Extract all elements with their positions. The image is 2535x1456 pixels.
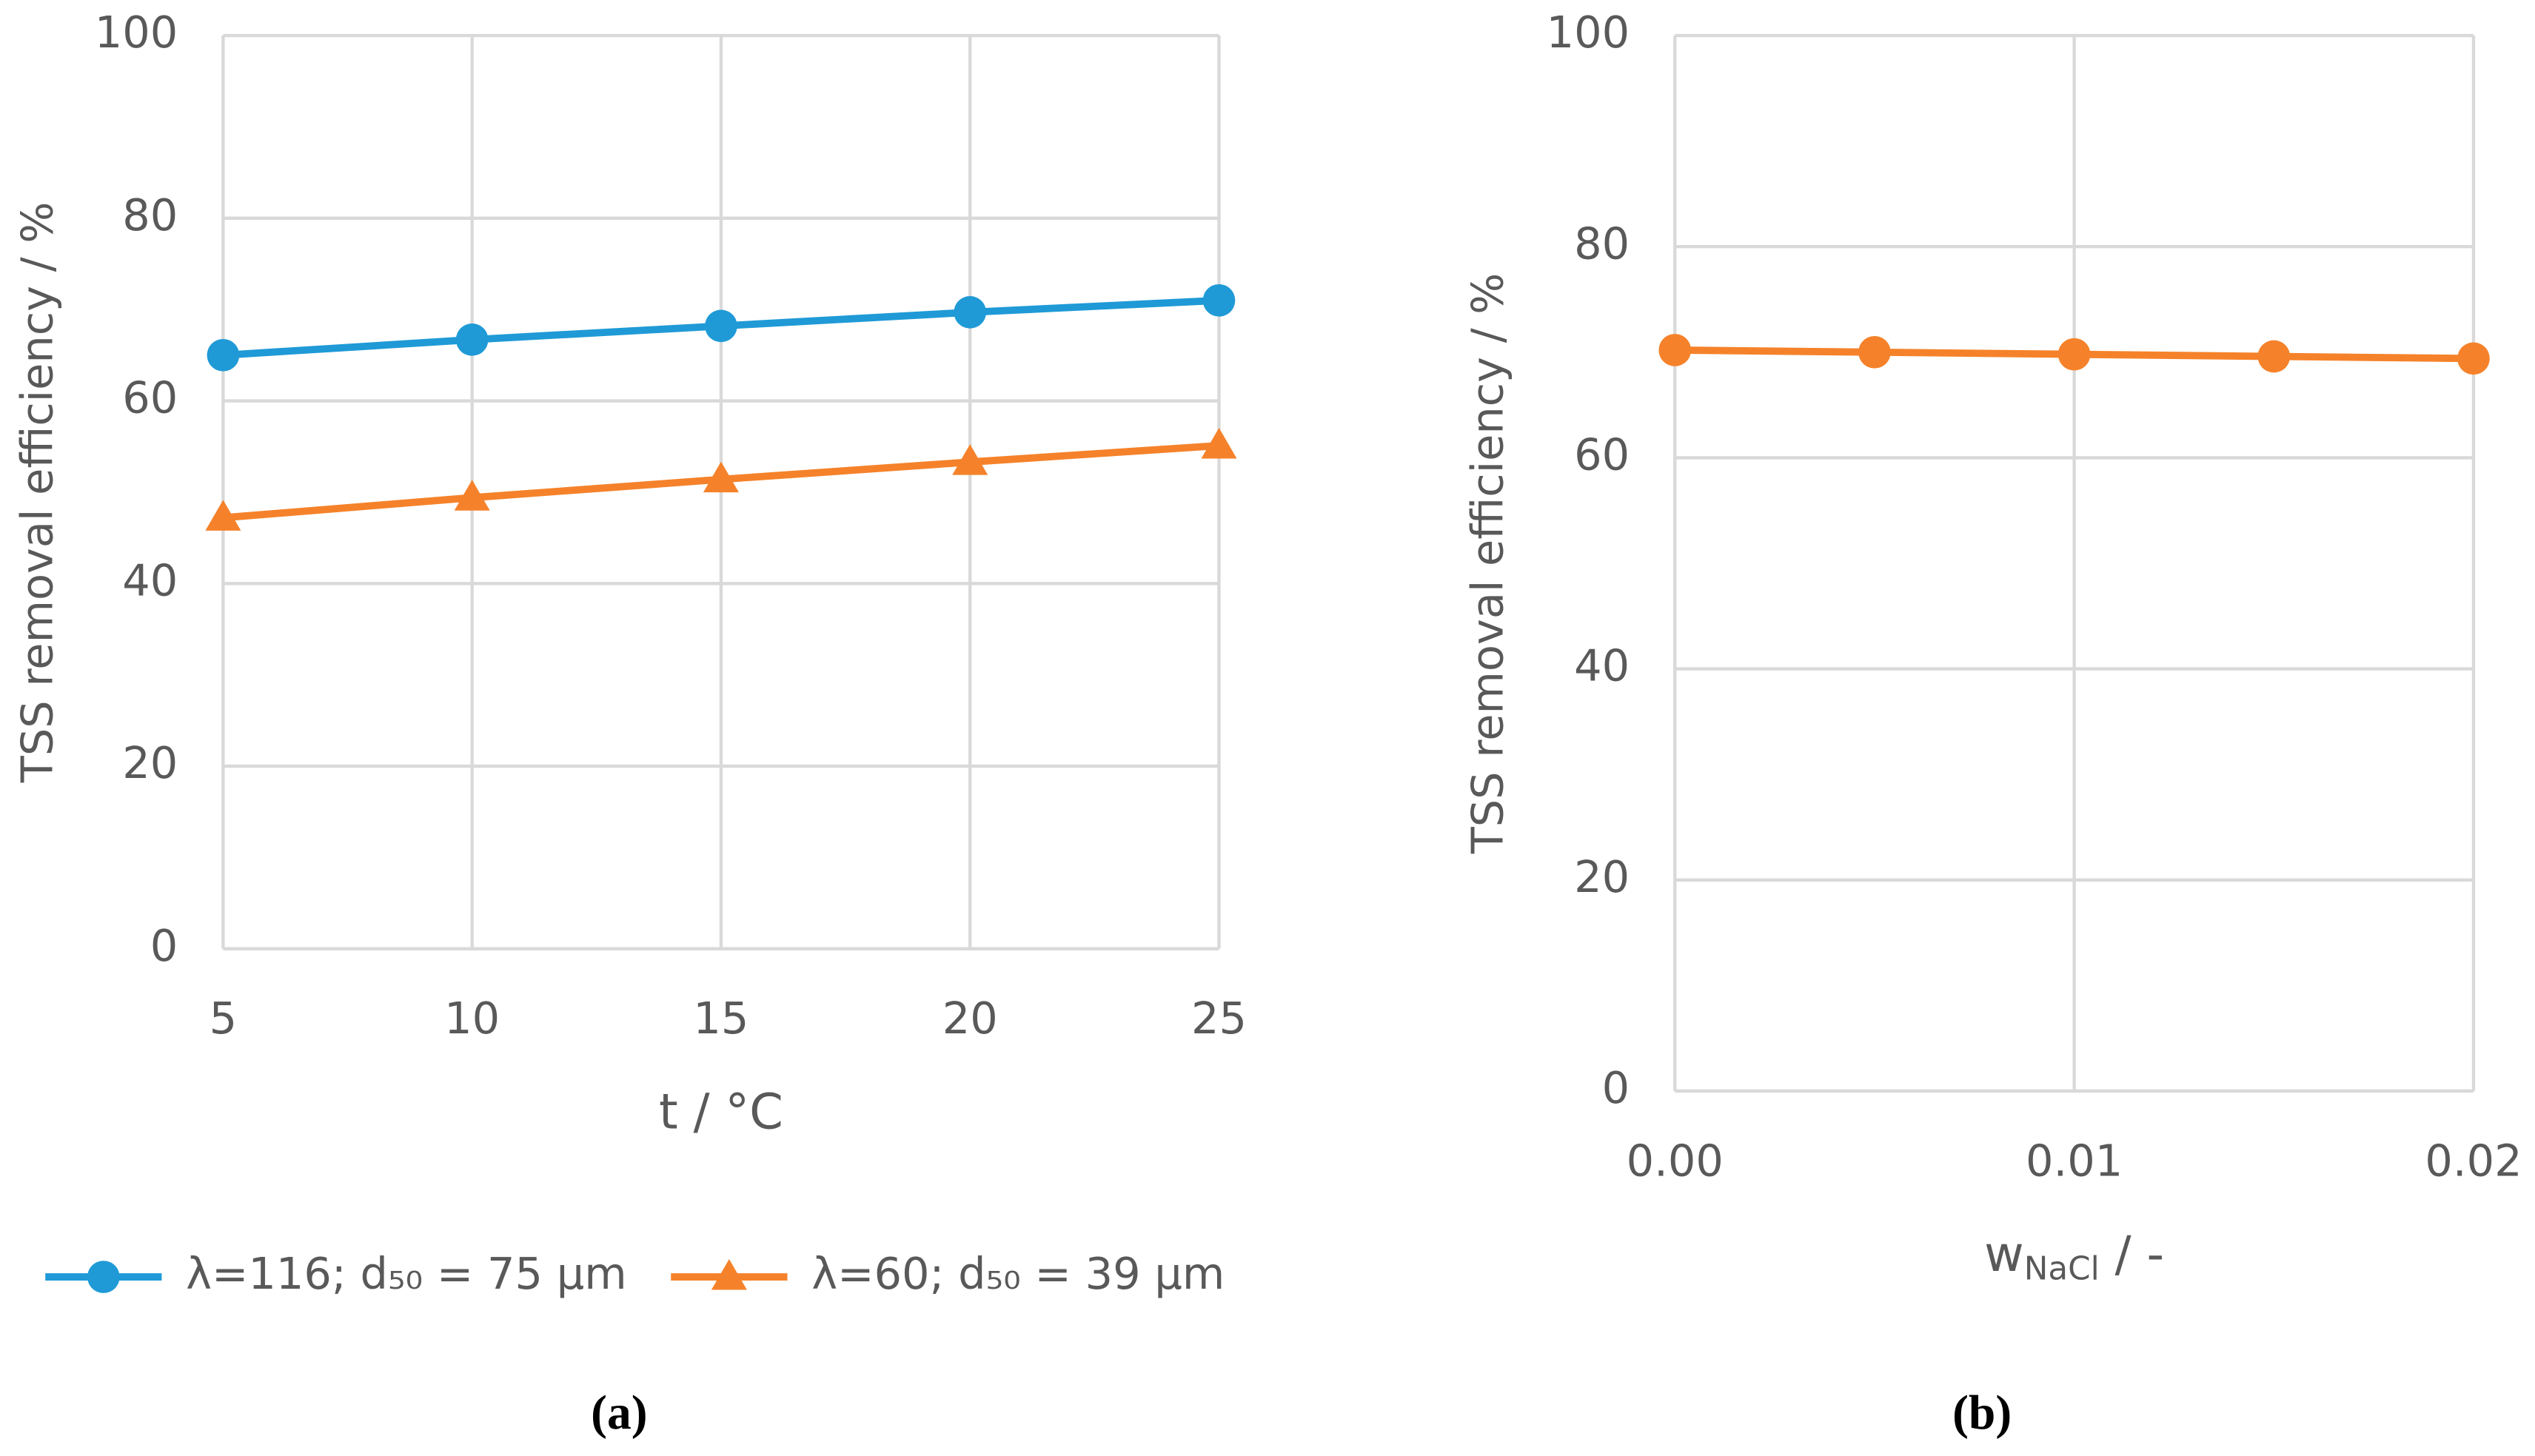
legend-label: λ=60; d₅₀ = 39 µm [811,1248,1225,1299]
x-tick-label: 10 [444,993,500,1044]
marker [207,339,240,372]
x-axis-label-part: w [1984,1227,2024,1283]
x-tick-label: 5 [210,993,238,1044]
x-tick-label: 15 [693,993,749,1044]
y-tick-label: 60 [1574,429,1630,480]
y-tick-label: 80 [122,189,178,241]
marker [954,296,987,329]
marker [1658,334,1692,366]
x-axis-label-part: NaCl [2024,1249,2100,1287]
y-tick-label: 0 [150,920,178,971]
marker [952,444,988,475]
y-axis-label: TSS removal efficiency / % [12,202,63,784]
marker [1202,284,1236,317]
legend-label: λ=116; d₅₀ = 75 µm [186,1248,627,1299]
x-tick-label: 0.02 [2425,1135,2522,1186]
x-tick-label: 25 [1191,993,1247,1044]
x-axis-label-part: t / °C [659,1084,783,1141]
x-tick-label: 0.01 [2026,1135,2123,1186]
x-axis-label-part: / - [2100,1227,2164,1283]
marker [711,1259,747,1290]
x-tick-label: 0.00 [1627,1135,1724,1186]
marker [2457,342,2490,375]
y-tick-label: 20 [1574,851,1630,902]
marker [2057,338,2091,371]
x-axis-label: t / °C [659,1084,783,1141]
marker [1201,427,1237,459]
marker [87,1261,120,1293]
marker [2257,340,2291,373]
y-tick-label: 80 [1574,218,1630,269]
x-tick-label: 20 [942,993,998,1044]
y-tick-label: 100 [95,7,178,58]
caption: (b) [1952,1386,2012,1440]
marker [1858,335,1891,369]
y-tick-label: 20 [122,737,178,788]
y-tick-label: 100 [1547,7,1630,58]
marker [703,461,739,493]
marker [455,323,489,356]
marker [705,309,737,343]
caption: (a) [591,1386,647,1440]
y-tick-label: 40 [122,554,178,605]
y-tick-label: 60 [122,372,178,423]
x-axis-label: wNaCl / - [1984,1227,2164,1287]
marker [454,480,490,511]
y-tick-label: 40 [1574,640,1630,691]
y-tick-label: 0 [1602,1062,1630,1113]
y-axis-label: TSS removal efficiency / % [1461,273,1513,855]
marker [205,500,241,531]
